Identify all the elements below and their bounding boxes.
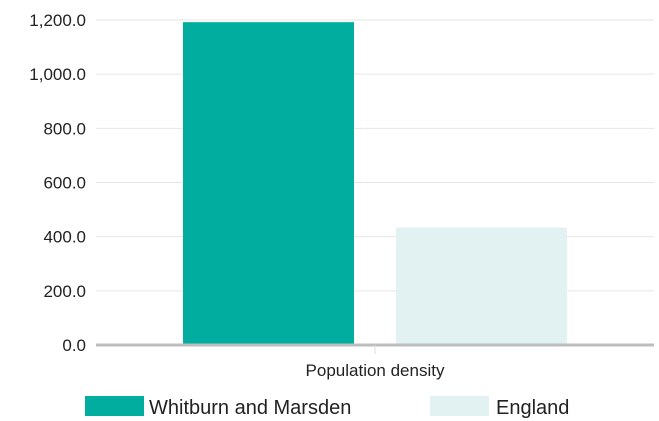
y-tick-label: 800.0 xyxy=(43,119,86,138)
legend-label: England xyxy=(496,397,569,419)
legend-swatch xyxy=(85,396,144,416)
x-axis-category-labels: Population density xyxy=(306,361,445,380)
bar-whitburn-and-marsden xyxy=(183,22,354,346)
y-tick-label: 400.0 xyxy=(43,228,86,247)
x-category-label: Population density xyxy=(306,361,445,380)
bars xyxy=(183,22,567,346)
y-tick-label: 200.0 xyxy=(43,282,86,301)
x-axis xyxy=(96,343,654,354)
y-tick-label: 600.0 xyxy=(43,174,86,193)
y-tick-label: 0.0 xyxy=(62,336,86,355)
legend-label: Whitburn and Marsden xyxy=(149,397,351,419)
legend: Whitburn and Marsden England xyxy=(85,396,569,419)
bar-england xyxy=(396,227,567,345)
y-axis-tick-labels: 0.0 200.0 400.0 600.0 800.0 1,000.0 1,200.0 xyxy=(29,11,86,355)
y-tick-label: 1,200.0 xyxy=(29,11,86,30)
legend-swatch xyxy=(430,396,489,416)
y-tick-label: 1,000.0 xyxy=(29,65,86,84)
gridlines xyxy=(96,19,654,292)
